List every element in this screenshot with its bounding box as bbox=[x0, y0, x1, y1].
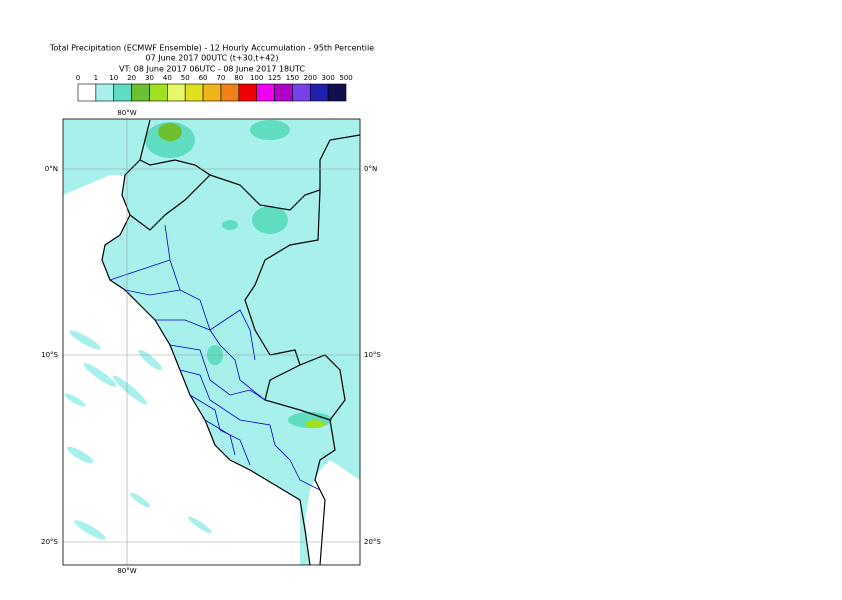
legend-label: 30 bbox=[145, 74, 154, 82]
legend-swatch bbox=[292, 83, 311, 102]
legend-swatch bbox=[202, 83, 222, 102]
legend-label: 20 bbox=[127, 74, 136, 82]
lon-label: 80°W bbox=[117, 567, 136, 575]
precip-area bbox=[63, 119, 360, 565]
legend-label: 70 bbox=[216, 74, 225, 82]
legend-swatch bbox=[149, 83, 168, 102]
lat-label: 0°N bbox=[45, 165, 58, 173]
legend-label: 50 bbox=[181, 74, 190, 82]
legend-swatch bbox=[184, 83, 204, 102]
precip-patch bbox=[158, 123, 182, 141]
legend-swatch bbox=[113, 83, 132, 102]
legend-swatch bbox=[131, 83, 150, 102]
legend-swatch bbox=[95, 83, 115, 102]
legend: 0 1 10 20 30 40 50 60 70 80 100 125 150 200 300 500 bbox=[76, 74, 353, 102]
legend-swatch bbox=[238, 83, 257, 102]
title: Total Precipitation (ECMWF Ensemble) - 1… bbox=[49, 44, 374, 53]
legend-swatch bbox=[220, 83, 240, 102]
lat-label: 20°S bbox=[41, 538, 58, 546]
legend-label: 0 bbox=[76, 74, 80, 82]
map-frame bbox=[62, 118, 361, 566]
legend-swatch bbox=[274, 83, 293, 102]
lat-label: 10°S bbox=[41, 351, 58, 359]
graticule bbox=[63, 119, 360, 565]
legend-swatch bbox=[77, 83, 97, 102]
legend-swatch bbox=[256, 83, 275, 102]
precip-patch bbox=[305, 420, 325, 428]
legend-label: 150 bbox=[286, 74, 299, 82]
legend-label: 80 bbox=[234, 74, 243, 82]
run-time: 07 June 2017 00UTC (t+30,t+42) bbox=[146, 54, 279, 63]
map bbox=[63, 119, 360, 565]
lon-label: 80°W bbox=[117, 109, 136, 117]
legend-label: 300 bbox=[321, 74, 334, 82]
legend-swatch bbox=[309, 83, 329, 102]
legend-label: 40 bbox=[163, 74, 172, 82]
lat-label: 20°S bbox=[364, 538, 381, 546]
legend-label: 1 bbox=[94, 74, 98, 82]
legend-swatch bbox=[327, 83, 347, 102]
legend-label: 100 bbox=[250, 74, 263, 82]
lat-label: 10°S bbox=[364, 351, 381, 359]
legend-swatch bbox=[167, 83, 186, 102]
regions bbox=[109, 224, 321, 491]
lat-label: 0°N bbox=[364, 165, 377, 173]
legend-label: 125 bbox=[268, 74, 281, 82]
precip-streaks bbox=[64, 330, 212, 540]
precip-area bbox=[63, 119, 140, 170]
legend-label: 200 bbox=[304, 74, 317, 82]
legend-label: 60 bbox=[199, 74, 208, 82]
valid-time: VT: 08 June 2017 06UTC - 08 June 2017 18… bbox=[119, 65, 305, 74]
legend-label: 500 bbox=[339, 74, 352, 82]
legend-label: 10 bbox=[109, 74, 118, 82]
